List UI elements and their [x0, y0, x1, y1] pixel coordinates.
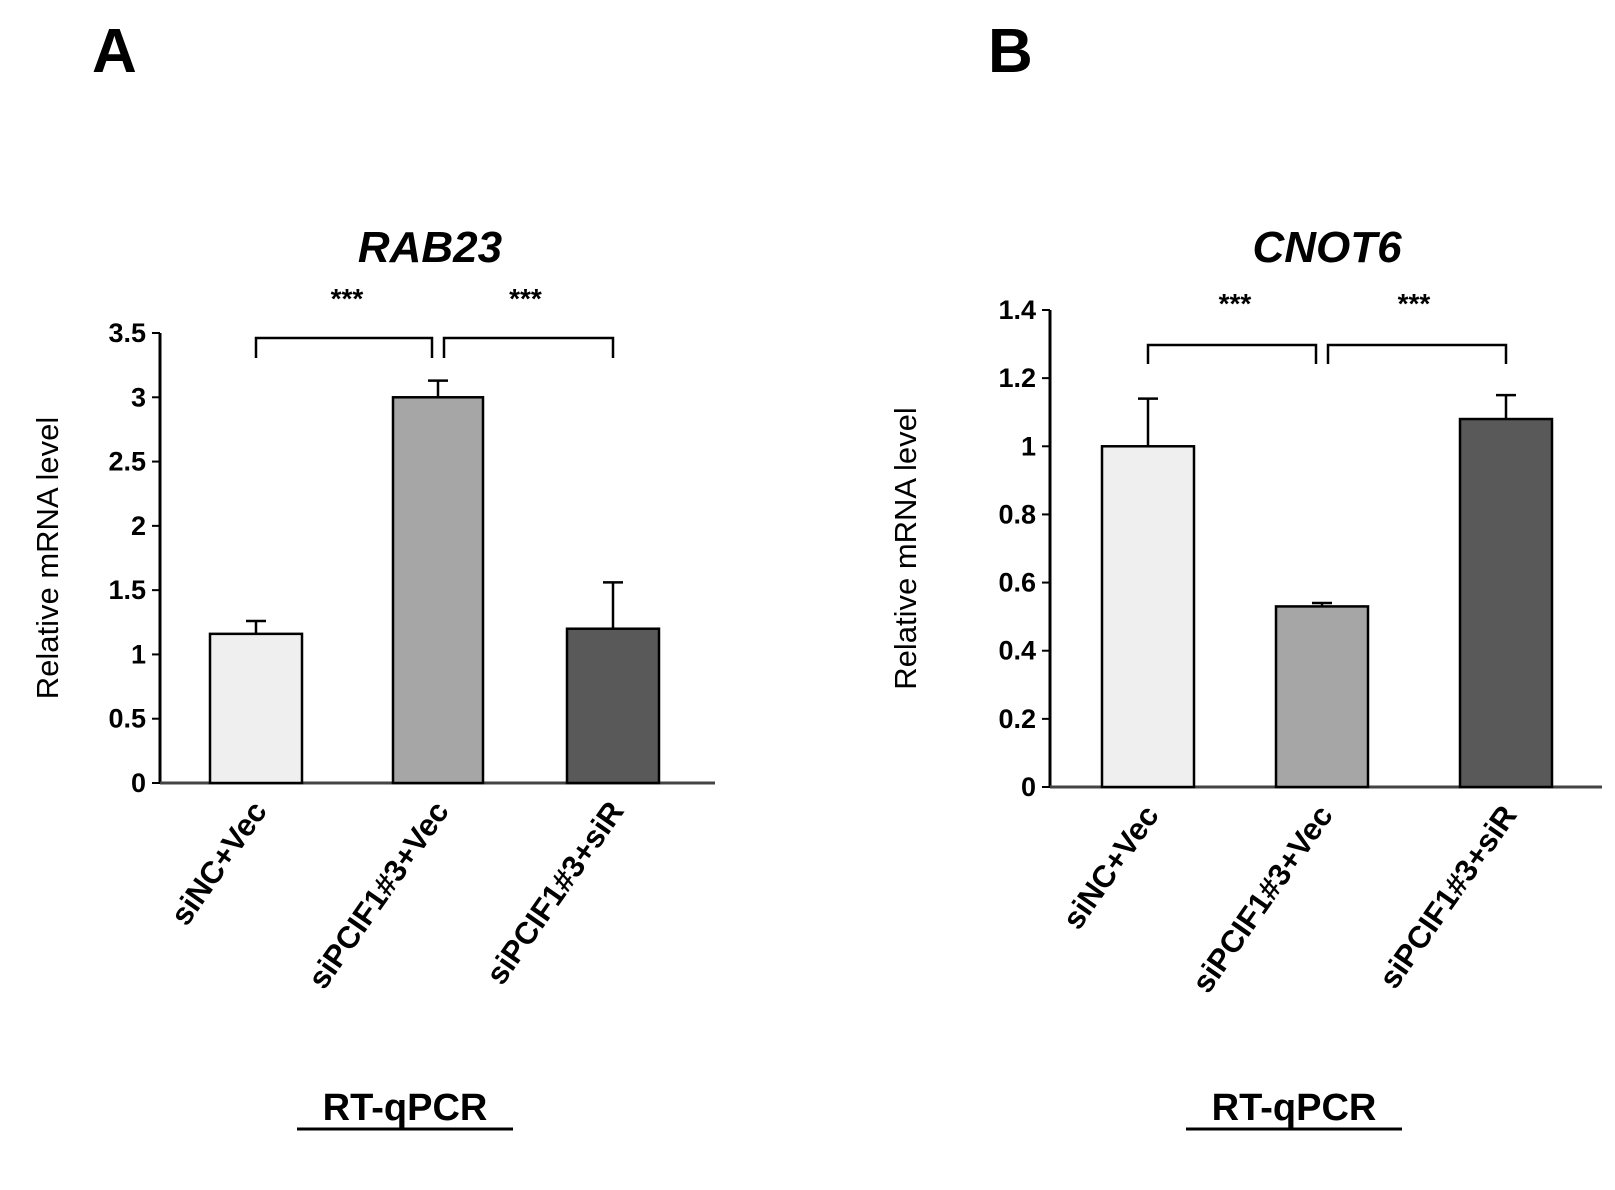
panel-letter: A	[92, 17, 137, 86]
y-tick-label: 0.4	[998, 636, 1036, 666]
bar	[1100, 445, 1196, 789]
significance-label: ***	[1398, 288, 1431, 319]
significance-bracket	[1146, 343, 1318, 364]
y-tick-label: 1.2	[998, 363, 1036, 393]
y-tick-label: 0	[131, 768, 146, 798]
y-tick-label: 0.5	[108, 704, 146, 734]
method-label: RT-qPCR	[323, 1087, 488, 1129]
y-tick-label: 2.5	[108, 447, 146, 477]
chart-panel-a: A RAB23 Relative mRNA level 0 0.5 1 1.5 2 2.5 3 3.…	[30, 17, 715, 1131]
bar	[565, 627, 661, 785]
category-label: siPCIF1#3+siR	[479, 795, 631, 991]
y-tick-label: 2	[131, 511, 146, 541]
y-tick-label: 3.5	[108, 318, 146, 348]
y-tick-label: 0.2	[998, 704, 1036, 734]
category-label: siPCIF1#3+siR	[1372, 799, 1524, 995]
bar	[1274, 605, 1370, 789]
y-tick-label: 1.4	[998, 295, 1036, 325]
bar	[1458, 417, 1554, 789]
significance-label: ***	[331, 283, 364, 314]
method-label: RT-qPCR	[1212, 1087, 1377, 1129]
panel-letter: B	[988, 17, 1033, 86]
bar	[208, 632, 304, 785]
bar	[391, 396, 485, 785]
y-tick-label: 0	[1021, 772, 1036, 802]
category-label: siPCIF1#3+Vec	[301, 795, 456, 995]
significance-bracket	[442, 336, 615, 358]
significance-bracket	[1326, 343, 1508, 364]
chart-title: CNOT6	[1252, 223, 1402, 272]
y-tick-label: 1.5	[108, 575, 146, 605]
significance-bracket	[254, 336, 434, 358]
y-axis-label: Relative mRNA level	[888, 407, 923, 690]
y-tick-label: 3	[131, 382, 146, 412]
y-tick-label: 1	[131, 639, 146, 669]
category-label: siPCIF1#3+Vec	[1185, 799, 1340, 999]
y-tick-label: 0.6	[998, 568, 1036, 598]
chart-panel-b: B CNOT6 Relative mRNA level 0 0.2 0.4 0.6 0.8 1 1…	[888, 17, 1602, 1131]
y-axis-label: Relative mRNA level	[30, 417, 65, 700]
category-label: siNC+Vec	[164, 795, 274, 932]
significance-label: ***	[1219, 288, 1252, 319]
y-tick-label: 1	[1021, 431, 1036, 461]
significance-label: ***	[509, 283, 542, 314]
y-tick-label: 0.8	[998, 499, 1036, 529]
chart-title: RAB23	[358, 223, 502, 272]
category-label: siNC+Vec	[1056, 799, 1166, 936]
